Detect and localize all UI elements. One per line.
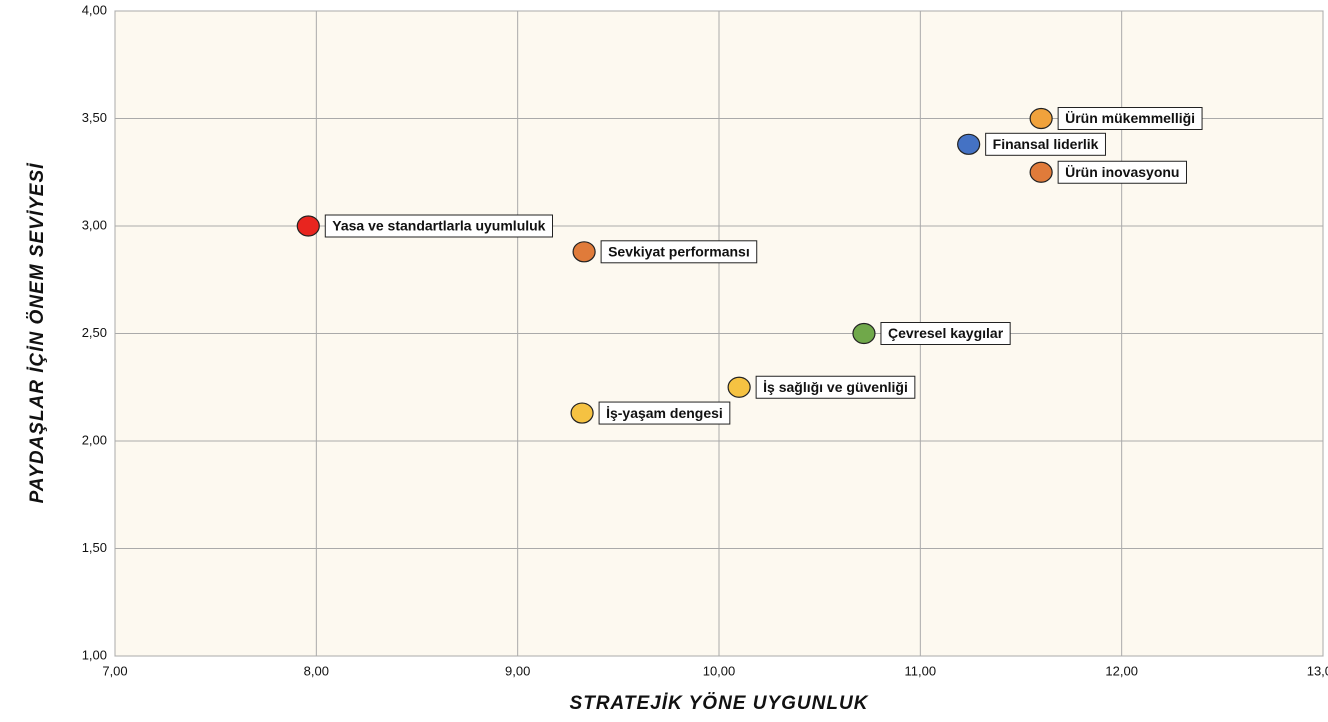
point-label: Finansal liderlik: [993, 136, 1099, 152]
y-tick-label: 1,50: [82, 540, 107, 555]
x-tick-label: 9,00: [505, 663, 530, 678]
point: [570, 402, 594, 424]
point: [572, 241, 596, 263]
point: [852, 322, 876, 345]
point-label: İş-yaşam dengesi: [606, 405, 723, 421]
label-box: [1057, 107, 1203, 130]
x-tick-label: 10,00: [703, 663, 736, 678]
label-box: [598, 401, 731, 425]
y-tick-label: 2,50: [82, 325, 107, 340]
x-tick-label: 8,00: [304, 663, 329, 678]
y-tick-label: 4,00: [82, 2, 107, 17]
point-label: Ürün mükemmelliği: [1065, 110, 1195, 126]
x-axis-label: STRATEJİK YÖNE UYGUNLUK: [570, 693, 869, 714]
y-axis-label: PAYDAŞLAR İÇİN ÖNEM SEVİYESİ: [27, 162, 48, 504]
point-label: Yasa ve standartlarla uyumluluk: [332, 218, 545, 234]
x-tick-label: 12,00: [1105, 663, 1138, 678]
point-label: İş sağlığı ve güvenliği: [763, 379, 908, 395]
point: [1029, 107, 1053, 130]
point: [296, 215, 320, 237]
point-label: Sevkiyat performansı: [608, 244, 750, 260]
x-tick-label: 13,00: [1307, 663, 1328, 678]
label-box: [755, 375, 916, 399]
y-tick-label: 3,50: [82, 110, 107, 125]
label-box: [324, 214, 553, 238]
point: [1029, 161, 1053, 183]
label-box: [880, 322, 1011, 345]
label-box: [600, 240, 758, 264]
y-tick-label: 2,00: [82, 432, 107, 447]
y-tick-label: 3,00: [82, 217, 107, 232]
point-label: Çevresel kaygılar: [888, 325, 1004, 341]
x-tick-label: 7,00: [102, 663, 127, 678]
point: [957, 133, 981, 155]
label-box: [1057, 160, 1187, 184]
point: [727, 376, 751, 398]
label-box: [985, 132, 1106, 156]
point-label: Ürün inovasyonu: [1065, 164, 1179, 180]
x-tick-label: 11,00: [905, 663, 937, 678]
y-tick-label: 1,00: [82, 647, 107, 662]
